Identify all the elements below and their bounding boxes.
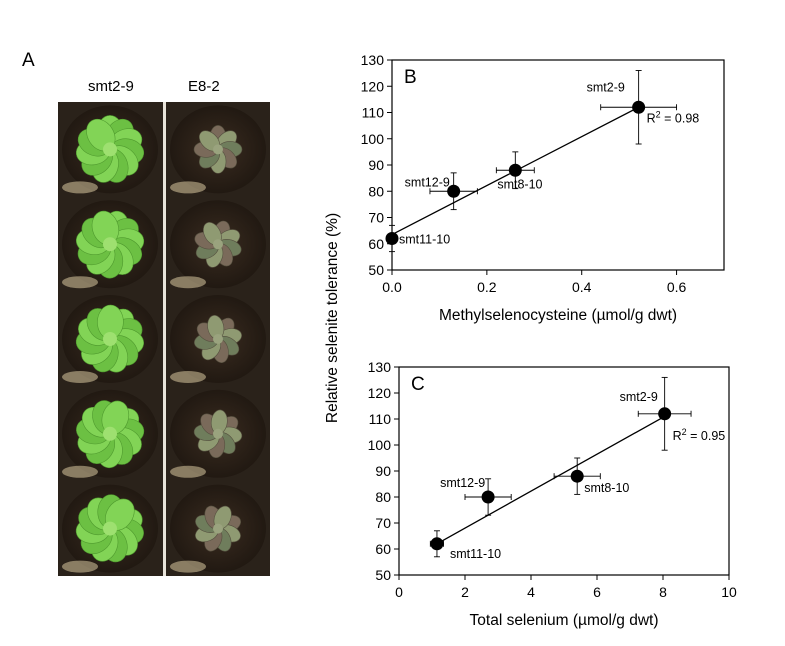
panel-letter-b: B (404, 67, 417, 88)
plot-frame-c (398, 366, 730, 576)
y-tick-label-c: 60 (375, 541, 391, 557)
y-tick-label-b: 130 (361, 52, 385, 68)
data-point-smt8-10 (570, 469, 584, 483)
y-tick-label-c: 120 (368, 385, 392, 401)
data-point-smt8-10 (508, 163, 522, 177)
y-tick-label-b: 90 (368, 157, 384, 173)
x-tick-label-c: 6 (593, 584, 601, 600)
x-tick-label-c: 8 (659, 584, 667, 600)
x-tick-label-b: 0.2 (477, 279, 497, 295)
y-axis-label: Relative selenite tolerance (%) (324, 213, 341, 423)
point-label-smt8-10: smt8-10 (584, 481, 629, 495)
chart-panel-c: C 50 60 70 80 90 100 110 120 130 0 2 4 6 8 10 Total sele… (368, 359, 737, 629)
plant-smt2-9-3 (62, 295, 158, 383)
x-tick-label-c: 4 (527, 584, 535, 600)
y-tick-label-b: 70 (368, 210, 384, 226)
point-label-smt2-9: smt2-9 (587, 80, 625, 94)
y-tick-label-c: 90 (375, 463, 391, 479)
y-tick-label-c: 100 (368, 437, 392, 453)
photo-label-smt2-9: smt2-9 (88, 78, 134, 95)
data-point-smt12-9 (481, 490, 495, 504)
point-label-smt11-10: smt11-10 (399, 233, 450, 247)
y-tick-label-b: 60 (368, 236, 384, 252)
y-tick-label-b: 110 (362, 105, 385, 121)
x-axis-label-b: Methylselenocysteine (µmol/g dwt) (439, 307, 677, 324)
y-tick-label-b: 80 (368, 183, 384, 199)
x-tick-label-b: 0.4 (572, 279, 592, 295)
chart-panel-b: B 50 60 70 80 90 100 110 120 130 0.0 0.2 0.4 0.6 Methy… (361, 52, 725, 324)
plant-smt2-9-4 (62, 389, 158, 478)
data-point-smt2-9 (658, 407, 672, 421)
plant-smt2-9-2 (62, 200, 158, 289)
panel-a-letter: A (22, 50, 35, 71)
plant-e8-2-2 (170, 200, 266, 289)
point-label-smt12-9: smt12-9 (440, 476, 485, 490)
plant-smt2-9-5 (62, 484, 158, 573)
x-axis-label-c: Total selenium (µmol/g dwt) (470, 612, 659, 629)
point-label-smt8-10: smt8-10 (497, 177, 542, 191)
plant-smt2-9-1 (62, 105, 158, 194)
y-tick-label-c: 130 (368, 359, 392, 375)
data-point-smt11-10 (430, 537, 444, 551)
point-label-smt12-9: smt12-9 (405, 175, 450, 189)
plant-photograph (58, 102, 270, 576)
panel-letter-c: C (411, 374, 425, 395)
x-tick-label-b: 0.0 (382, 279, 402, 295)
plant-e8-2-4 (170, 389, 266, 478)
trendline-c (436, 415, 665, 545)
x-tick-label-c: 0 (395, 584, 403, 600)
plant-e8-2-1 (170, 105, 266, 194)
y-tick-label-c: 110 (369, 411, 392, 427)
y-tick-label-b: 100 (361, 131, 385, 147)
y-tick-label-b: 120 (361, 78, 385, 94)
x-tick-label-b: 0.6 (667, 279, 687, 295)
y-tick-label-c: 80 (375, 489, 391, 505)
data-point-smt12-9 (447, 184, 461, 198)
data-point-smt2-9 (632, 100, 646, 114)
photo-label-e8-2: E8-2 (188, 78, 220, 95)
r-squared-label-b: R2 = 0.98 (647, 109, 700, 125)
r-squared-label-c: R2 = 0.95 (673, 427, 726, 443)
data-point-smt11-10 (385, 232, 399, 245)
y-tick-label-c: 50 (375, 567, 391, 583)
point-label-smt11-10: smt11-10 (450, 547, 501, 561)
x-tick-label-c: 10 (721, 584, 737, 600)
x-tick-label-c: 2 (461, 584, 469, 600)
y-tick-label-b: 50 (368, 262, 384, 278)
plant-e8-2-3 (170, 295, 266, 383)
y-tick-label-c: 70 (375, 515, 391, 531)
plant-e8-2-5 (170, 484, 266, 573)
point-label-smt2-9: smt2-9 (620, 390, 658, 404)
